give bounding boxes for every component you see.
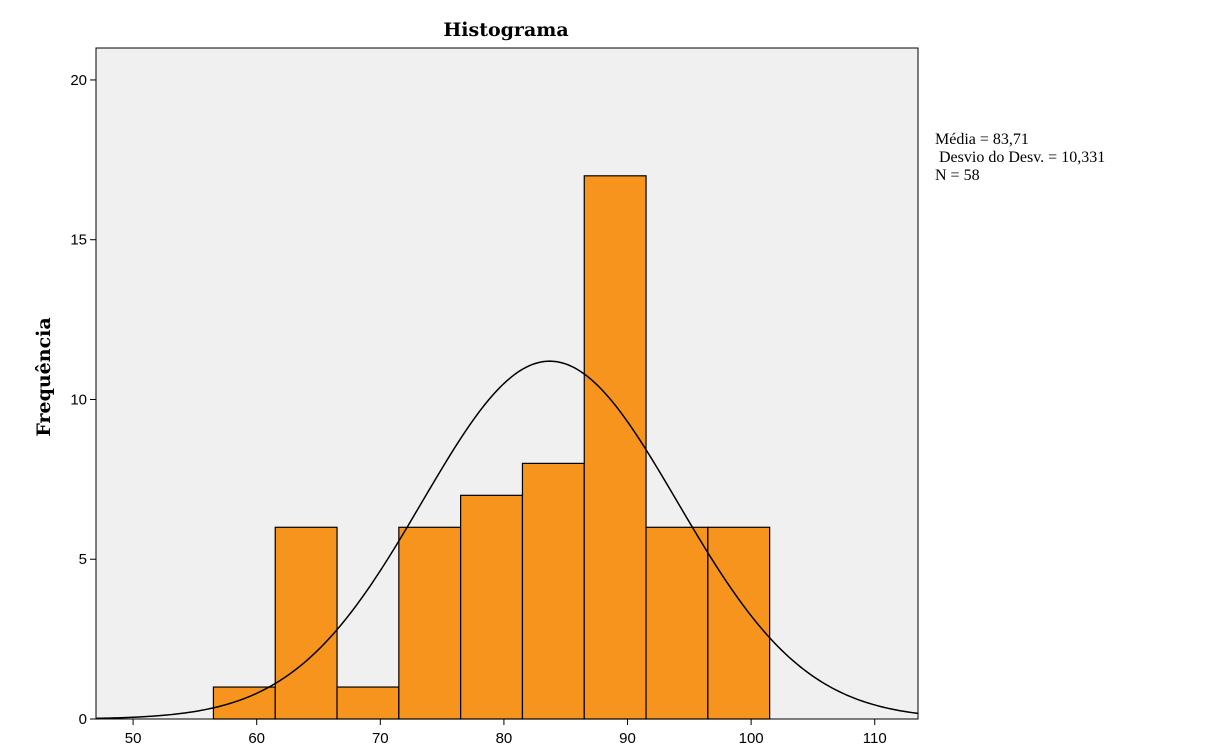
y-tick-label: 20 xyxy=(70,72,87,89)
x-tick-label: 60 xyxy=(248,730,265,747)
x-tick-label: 90 xyxy=(619,730,636,747)
x-tick-label: 110 xyxy=(863,730,887,747)
histogram-bar-6 xyxy=(521,462,585,720)
x-tick-label: 100 xyxy=(739,730,764,747)
y-tick-label: 10 xyxy=(70,391,87,408)
normal-curve xyxy=(95,360,919,720)
x-tick-label: 70 xyxy=(372,730,389,747)
x-tick-label: 80 xyxy=(496,730,513,747)
axes-group: 0 5 10 15 20 50 60 70 80 90 100 110 xyxy=(70,72,886,747)
plot-frame xyxy=(95,47,919,720)
bars-group xyxy=(212,175,771,720)
x-tick-label: 50 xyxy=(125,730,142,747)
y-axis-label: Frequência xyxy=(33,317,55,436)
histogram-bar-4 xyxy=(398,526,462,720)
stats-box: Média = 83,71 Desvio do Desv. = 10,331 N… xyxy=(935,131,1105,184)
histogram-bar-7 xyxy=(583,175,647,720)
stat-n: N = 58 xyxy=(935,167,980,184)
histogram-bar-5 xyxy=(460,494,524,720)
histogram-bar-9 xyxy=(707,526,771,720)
histogram-bar-1 xyxy=(212,686,276,720)
histogram-bar-8 xyxy=(645,526,709,720)
histogram-bar-2 xyxy=(274,526,338,720)
y-tick-label: 15 xyxy=(70,232,87,249)
stat-sd: Desvio do Desv. = 10,331 xyxy=(935,149,1105,166)
y-tick-label: 5 xyxy=(79,551,87,568)
histogram-bar-3 xyxy=(336,686,400,720)
chart-title: Histograma xyxy=(443,19,568,41)
y-tick-label: 0 xyxy=(79,711,87,728)
stat-mean: Média = 83,71 xyxy=(935,131,1029,148)
